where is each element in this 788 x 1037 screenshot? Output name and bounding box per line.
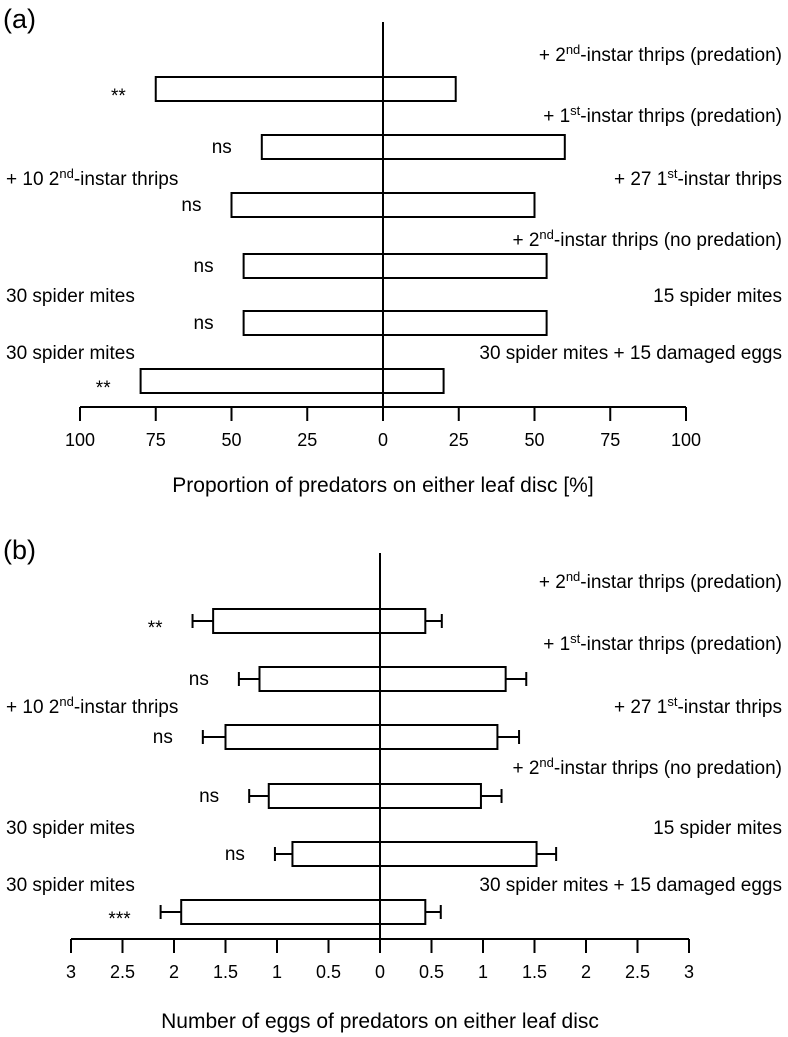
panel-label: (b): [3, 535, 36, 565]
significance-label: ns: [194, 313, 214, 334]
x-tick-label: 0.5: [316, 962, 341, 982]
left-condition-label: 30 spider mites: [6, 343, 135, 364]
bar-left: [154, 76, 384, 102]
bar-left: [212, 608, 381, 634]
x-tick-label: 3: [66, 962, 76, 982]
bar-right: [379, 899, 427, 925]
bar-right: [382, 192, 536, 218]
significance-label: ns: [199, 786, 219, 807]
right-condition-label: + 27 1st-instar thrips: [614, 166, 782, 190]
x-tick-label: 0.5: [419, 962, 444, 982]
x-tick-label: 1.5: [213, 962, 238, 982]
x-axis-title: Number of eggs of predators on either le…: [161, 1010, 599, 1033]
bar-right: [379, 783, 482, 809]
bar-left: [267, 783, 382, 809]
x-tick-label: 1: [272, 962, 282, 982]
left-condition-label: 30 spider mites: [6, 286, 135, 307]
right-condition-label: 30 spider mites + 15 damaged eggs: [479, 875, 782, 896]
bar-right: [382, 253, 548, 279]
bar-left: [260, 134, 384, 160]
x-tick-label: 75: [600, 430, 620, 450]
x-tick-label: 2.5: [110, 962, 135, 982]
bar-left: [291, 841, 382, 867]
significance-label: ns: [189, 669, 209, 690]
right-condition-label: 15 spider mites: [653, 286, 782, 307]
chart-panel-b: (b) 3 2.5 2 1.5 1 0.5 0 0.5 1 1.5 2 2.5 3 Number of eg…: [3, 535, 782, 1033]
x-tick-label: 0: [375, 962, 385, 982]
x-tick-label: 100: [65, 430, 95, 450]
x-axis-title: Proportion of predators on either leaf d…: [172, 474, 593, 497]
significance-label: ns: [194, 256, 214, 277]
bar-right: [382, 76, 457, 102]
right-condition-label: + 2nd-instar thrips (predation): [539, 569, 782, 593]
right-condition-label: + 2nd-instar thrips (predation): [539, 42, 782, 66]
x-tick-label: 100: [671, 430, 701, 450]
right-condition-label: 15 spider mites: [653, 818, 782, 839]
x-tick-label: 75: [146, 430, 166, 450]
x-tick-label: 0: [378, 430, 388, 450]
bar-right: [382, 368, 445, 394]
x-tick-label: 25: [449, 430, 469, 450]
x-tick-label: 2: [581, 962, 591, 982]
x-tick-label: 25: [297, 430, 317, 450]
significance-label: **: [96, 378, 111, 399]
right-condition-label: + 2nd-instar thrips (no predation): [512, 755, 782, 779]
left-condition-label: 30 spider mites: [6, 818, 135, 839]
significance-label: ns: [153, 727, 173, 748]
bar-right: [379, 666, 507, 692]
x-tick-label: 1: [478, 962, 488, 982]
x-tick-label: 50: [221, 430, 241, 450]
significance-label: ns: [181, 195, 201, 216]
significance-label: ns: [212, 137, 232, 158]
bar-right: [382, 310, 548, 336]
x-tick-label: 3: [684, 962, 694, 982]
right-condition-label: + 1st-instar thrips (predation): [543, 631, 782, 655]
left-condition-label: + 10 2nd-instar thrips: [6, 694, 178, 718]
x-tick-label: 50: [524, 430, 544, 450]
significance-label: ***: [108, 909, 131, 930]
chart-panel-a: (a) 100 75 50 25 0 25 50 75 100 Proportion of pred…: [3, 4, 782, 497]
left-condition-label: 30 spider mites: [6, 875, 135, 896]
right-condition-label: 30 spider mites + 15 damaged eggs: [479, 343, 782, 364]
significance-label: **: [111, 86, 126, 107]
bar-right: [379, 608, 427, 634]
bar-left: [242, 310, 384, 336]
bar-left: [139, 368, 384, 394]
significance-label: ns: [225, 844, 245, 865]
panel-label: (a): [3, 4, 36, 34]
bar-left: [242, 253, 384, 279]
bar-right: [382, 134, 566, 160]
bar-right: [379, 724, 499, 750]
right-condition-label: + 2nd-instar thrips (no predation): [512, 227, 782, 251]
right-condition-label: + 1st-instar thrips (predation): [543, 103, 782, 127]
bar-left: [258, 666, 381, 692]
bar-left: [180, 899, 381, 925]
significance-label: **: [148, 618, 163, 639]
bar-left: [230, 192, 384, 218]
x-tick-label: 2: [169, 962, 179, 982]
x-tick-label: 1.5: [522, 962, 547, 982]
left-condition-label: + 10 2nd-instar thrips: [6, 166, 178, 190]
right-condition-label: + 27 1st-instar thrips: [614, 694, 782, 718]
bar-right: [379, 841, 538, 867]
x-tick-label: 2.5: [625, 962, 650, 982]
bar-left: [224, 724, 381, 750]
